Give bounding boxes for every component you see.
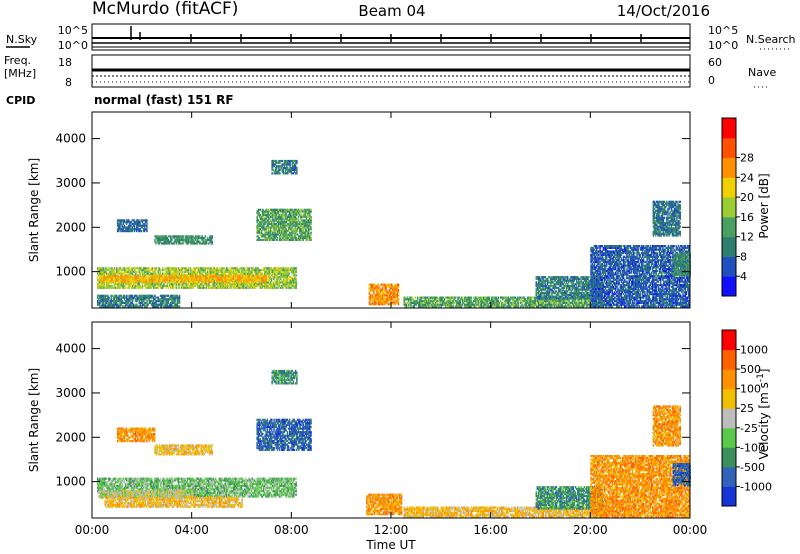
- freq-bottom: 8: [65, 76, 72, 89]
- power-cell: [160, 269, 162, 271]
- power-cell: [176, 275, 178, 277]
- power-region: [97, 295, 180, 308]
- power-cell: [130, 275, 132, 277]
- nsearch-label: N.Search: [746, 33, 796, 46]
- date-title: 14/Oct/2016: [617, 2, 710, 20]
- power-cell: [213, 281, 215, 283]
- power-cell: [145, 275, 147, 277]
- count-top-right: 10^5: [708, 24, 738, 37]
- power-cell: [295, 278, 297, 280]
- beam-title: Beam 04: [358, 2, 425, 20]
- power-cell: [248, 267, 250, 269]
- cpid-text: normal (fast) 151 RF: [94, 93, 234, 107]
- power-cell: [155, 273, 157, 275]
- freq-top: 18: [58, 56, 72, 69]
- power-cell: [190, 267, 192, 269]
- power-cell: [138, 281, 140, 283]
- power-cell: [262, 273, 264, 275]
- power-cell: [244, 267, 246, 269]
- power-cell: [180, 275, 182, 277]
- power-cell: [124, 275, 126, 277]
- freq-label: Freq.: [4, 54, 31, 67]
- count-top-left: 10^5: [58, 24, 88, 37]
- power-cell: [126, 295, 128, 297]
- count-bottom-right: 10^0: [708, 39, 738, 52]
- nave-label: Nave: [748, 66, 776, 79]
- power-cell: [155, 267, 157, 269]
- power-cell: [125, 287, 127, 289]
- power-cell: [152, 267, 154, 269]
- power-cell: [108, 267, 110, 269]
- freq-nave-panel: [92, 55, 690, 87]
- power-cell: [104, 275, 106, 277]
- power-cell: [249, 275, 251, 277]
- nsky-label: N.Sky: [6, 33, 38, 46]
- power-cell: [295, 267, 297, 269]
- power-cell: [108, 297, 110, 299]
- nave-top: 60: [708, 56, 722, 69]
- power-cell: [107, 279, 109, 281]
- station-title: McMurdo (fitACF): [92, 0, 238, 19]
- power-cell: [136, 271, 138, 273]
- rti-figure: McMurdo (fitACF) Beam 04 14/Oct/2016 N.S…: [0, 0, 800, 554]
- power-cell: [115, 281, 117, 283]
- nave-bottom: 0: [708, 74, 715, 87]
- power-data: [97, 160, 691, 308]
- count-panel: [92, 24, 690, 50]
- power-cell: [295, 274, 297, 276]
- power-cell: [265, 275, 267, 277]
- count-bottom-left: 10^0: [58, 39, 88, 52]
- power-cell: [114, 267, 116, 269]
- freq-unit-label: [MHz]: [4, 67, 36, 80]
- cpid-label: CPID: [6, 94, 35, 107]
- power-cell: [289, 273, 291, 275]
